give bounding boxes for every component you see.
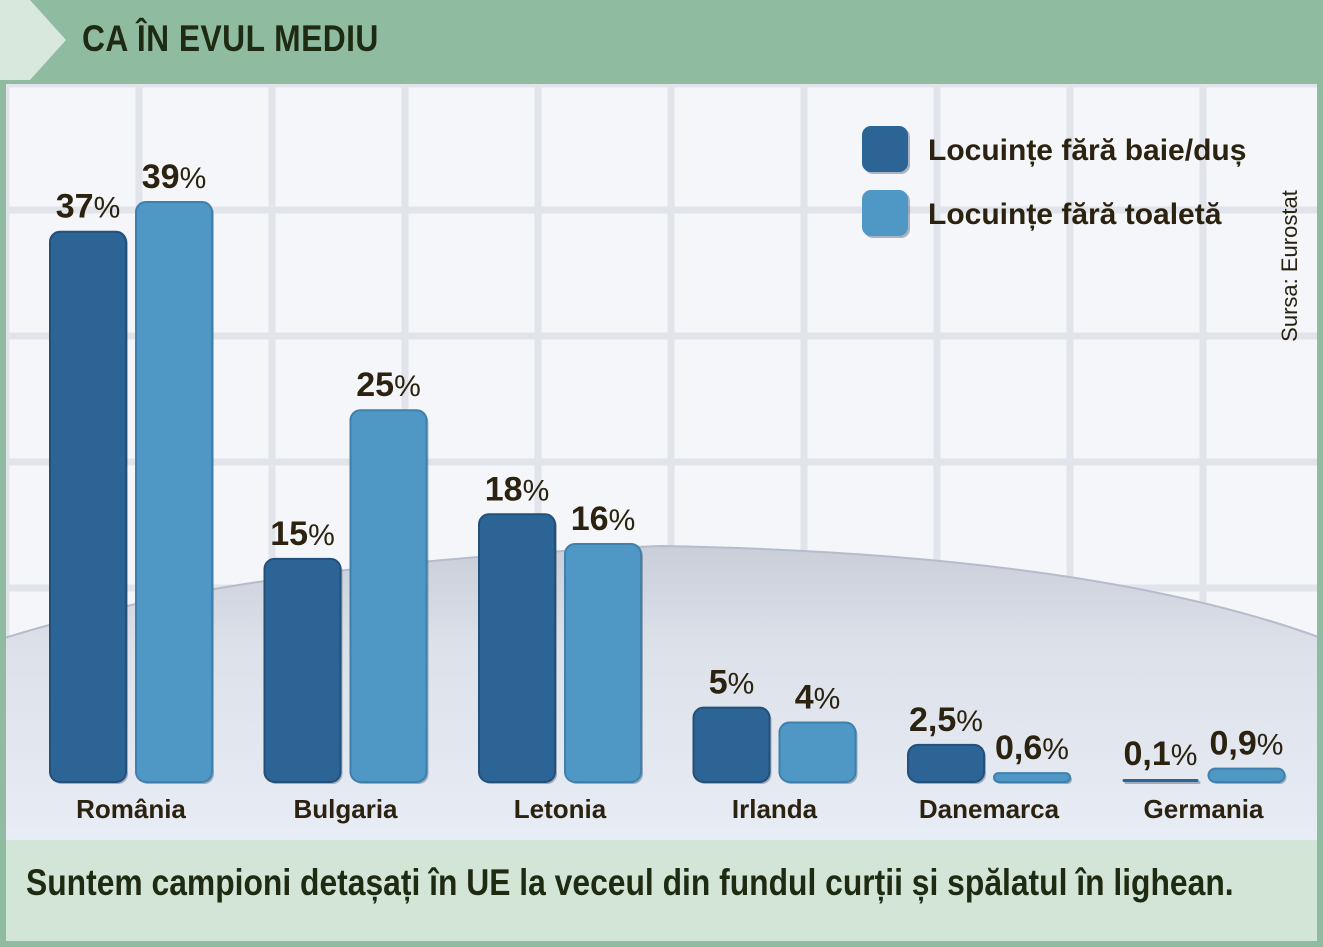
arrow-icon	[0, 0, 66, 80]
legend-swatch	[862, 126, 908, 172]
caption-text: Suntem campioni detașați în UE la veceul…	[26, 862, 1234, 903]
category-label: Danemarca	[919, 794, 1060, 824]
data-label: 4%	[795, 679, 841, 717]
bar-baie-dus-irlanda	[692, 706, 771, 784]
bar-toaleta-bulgaria	[349, 409, 428, 783]
category-label: Letonia	[514, 794, 607, 824]
bars-group	[49, 201, 1287, 784]
data-label: 39%	[142, 158, 207, 196]
chart-title: CA ÎN EVUL MEDIU	[82, 18, 379, 59]
category-labels-group: România Bulgaria Letonia Irlanda Danemarca Ge…	[76, 794, 1264, 824]
data-label: 0,9%	[1210, 725, 1284, 763]
value-labels-group: 37% 39% 15% 25% 18% 16% 5% 4% 2,5% 0,6% 0,1% 0,9%	[56, 158, 1284, 773]
data-label: 25%	[356, 366, 421, 404]
data-label: 0,1%	[1124, 735, 1198, 773]
bar-baie-dus-letonia	[478, 513, 556, 783]
category-label: Germania	[1144, 794, 1264, 824]
legend-swatch	[862, 190, 908, 236]
bar-toaleta-irlanda	[778, 721, 857, 783]
legend: Locuințe fără baie/duș Locuințe fără toal…	[862, 126, 1246, 238]
category-label: Irlanda	[732, 794, 818, 824]
legend-label: Locuințe fără baie/duș	[928, 134, 1246, 167]
bar-baie-dus-germania	[1122, 779, 1199, 782]
bar-baie-dus-românia	[49, 230, 127, 783]
bar-chart: 37% 39% 15% 25% 18% 16% 5% 4% 2,5% 0,6% 0,1% 0,9% R…	[6, 84, 1317, 840]
data-label: 37%	[56, 188, 121, 226]
data-label: 2,5%	[909, 701, 983, 739]
bar-toaleta-germania	[1207, 767, 1286, 783]
bar-toaleta-danemarca	[993, 772, 1071, 783]
footer-band: Suntem campioni detașați în UE la veceul…	[6, 840, 1317, 941]
category-label: Bulgaria	[293, 794, 398, 824]
bar-baie-dus-bulgaria	[263, 557, 342, 783]
legend-label: Locuințe fără toaletă	[928, 198, 1222, 231]
data-label: 15%	[270, 515, 335, 553]
data-label: 18%	[485, 470, 550, 508]
source-note: Sursa: Eurostat	[1277, 190, 1302, 342]
data-label: 5%	[709, 664, 755, 702]
bar-toaleta-românia	[135, 201, 213, 783]
data-label: 0,6%	[995, 729, 1069, 767]
bar-baie-dus-danemarca	[907, 743, 985, 783]
bar-toaleta-letonia	[564, 543, 642, 783]
chart-panel: 37% 39% 15% 25% 18% 16% 5% 4% 2,5% 0,6% 0,1% 0,9% R…	[6, 84, 1317, 840]
header-band: CA ÎN EVUL MEDIU	[0, 0, 1323, 84]
category-label: România	[76, 794, 186, 824]
data-label: 16%	[571, 500, 636, 538]
